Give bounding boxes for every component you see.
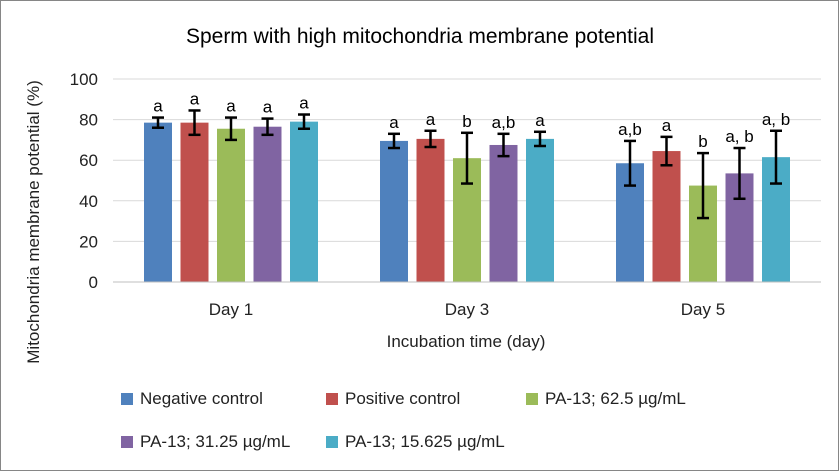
significance-label: a,b <box>492 113 516 132</box>
significance-label: a <box>190 89 200 108</box>
legend-item-positive-control: Positive control <box>326 389 460 409</box>
bar <box>253 126 282 282</box>
chart-title: Sperm with high mitochondria membrane po… <box>186 25 654 48</box>
y-tick-label: 80 <box>79 111 98 130</box>
y-tick-label: 60 <box>79 151 98 170</box>
significance-label: a <box>299 94 309 113</box>
bar <box>180 122 209 283</box>
significance-labels: a a a a a a a b a,b a a,b a b a, b a, b <box>153 89 790 151</box>
significance-label: a <box>426 110 436 129</box>
legend-item-negative-control: Negative control <box>121 389 263 409</box>
x-tick-label: Day 3 <box>445 300 489 319</box>
error-bars <box>152 109 782 220</box>
bar <box>652 151 681 282</box>
legend-item-pa13-15-625: PA-13; 15.625 µg/mL <box>326 432 505 452</box>
legend-label: PA-13; 31.25 µg/mL <box>140 432 291 451</box>
bar <box>290 121 318 282</box>
legend-label: PA-13; 15.625 µg/mL <box>345 432 505 451</box>
axes: 0 20 40 60 80 100 Day 1 Day 3 Day 5 <box>70 70 821 319</box>
significance-label: a <box>389 113 399 132</box>
significance-label: b <box>698 132 707 151</box>
legend-swatch <box>121 393 133 405</box>
y-tick-label: 40 <box>79 192 98 211</box>
x-tick-label: Day 5 <box>681 300 725 319</box>
legend-label: Positive control <box>345 389 461 408</box>
significance-label: a,b <box>618 120 642 139</box>
legend-label: Negative control <box>140 389 263 408</box>
legend-item-pa13-62-5: PA-13; 62.5 µg/mL <box>526 389 686 409</box>
legend-swatch <box>326 436 338 448</box>
significance-label: a, b <box>725 127 753 146</box>
x-tick-label: Day 1 <box>209 300 253 319</box>
significance-label: a <box>535 111 545 130</box>
significance-label: a <box>153 97 163 116</box>
bar <box>217 128 245 282</box>
bar <box>144 122 172 283</box>
bar <box>489 144 518 282</box>
significance-label: b <box>462 112 471 131</box>
significance-label: a <box>226 97 236 116</box>
significance-label: a <box>662 116 672 135</box>
x-axis-label: Incubation time (day) <box>387 332 546 351</box>
bar <box>380 140 408 282</box>
legend-swatch <box>526 393 538 405</box>
significance-label: a <box>263 98 273 117</box>
bar <box>526 138 554 282</box>
legend-item-pa13-31-25: PA-13; 31.25 µg/mL <box>121 432 290 452</box>
legend-swatch <box>326 393 338 405</box>
bar <box>416 138 445 282</box>
y-axis-label: Mitochondria membrane potential (%) <box>24 80 43 363</box>
significance-label: a, b <box>762 110 790 129</box>
bars <box>144 121 790 283</box>
y-tick-label: 100 <box>70 70 98 89</box>
legend-label: PA-13; 62.5 µg/mL <box>545 389 686 408</box>
y-tick-label: 20 <box>79 232 98 251</box>
legend-swatch <box>121 436 133 448</box>
y-tick-label: 0 <box>89 273 98 292</box>
